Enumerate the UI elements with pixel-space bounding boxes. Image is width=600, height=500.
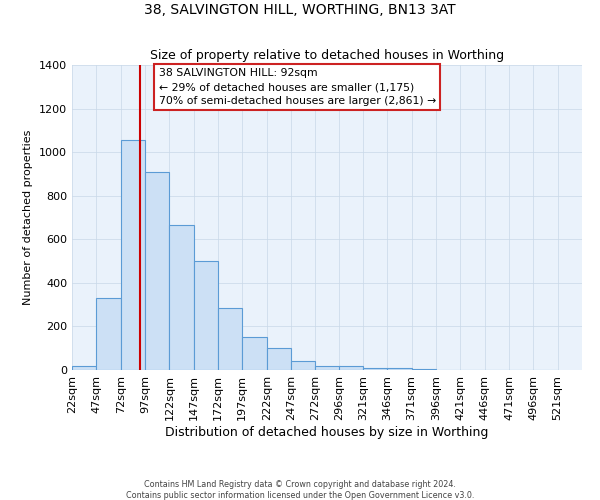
Bar	[72, 366, 97, 370]
Bar	[316, 366, 340, 370]
Text: Contains public sector information licensed under the Open Government Licence v3: Contains public sector information licen…	[126, 491, 474, 500]
Bar	[145, 172, 169, 370]
Bar	[121, 140, 145, 370]
Bar	[194, 261, 218, 370]
Bar	[97, 298, 121, 370]
Bar	[218, 308, 242, 370]
Bar	[363, 368, 388, 370]
Bar	[291, 362, 316, 370]
Bar	[338, 366, 363, 370]
Y-axis label: Number of detached properties: Number of detached properties	[23, 130, 34, 305]
Text: Contains HM Land Registry data © Crown copyright and database right 2024.: Contains HM Land Registry data © Crown c…	[144, 480, 456, 489]
Bar	[242, 338, 266, 370]
Bar	[412, 369, 436, 370]
Title: Size of property relative to detached houses in Worthing: Size of property relative to detached ho…	[150, 50, 504, 62]
Bar	[169, 225, 194, 370]
X-axis label: Distribution of detached houses by size in Worthing: Distribution of detached houses by size …	[166, 426, 488, 438]
Text: 38 SALVINGTON HILL: 92sqm
← 29% of detached houses are smaller (1,175)
70% of se: 38 SALVINGTON HILL: 92sqm ← 29% of detac…	[158, 68, 436, 106]
Bar	[388, 368, 412, 370]
Bar	[266, 348, 291, 370]
Text: 38, SALVINGTON HILL, WORTHING, BN13 3AT: 38, SALVINGTON HILL, WORTHING, BN13 3AT	[144, 2, 456, 16]
